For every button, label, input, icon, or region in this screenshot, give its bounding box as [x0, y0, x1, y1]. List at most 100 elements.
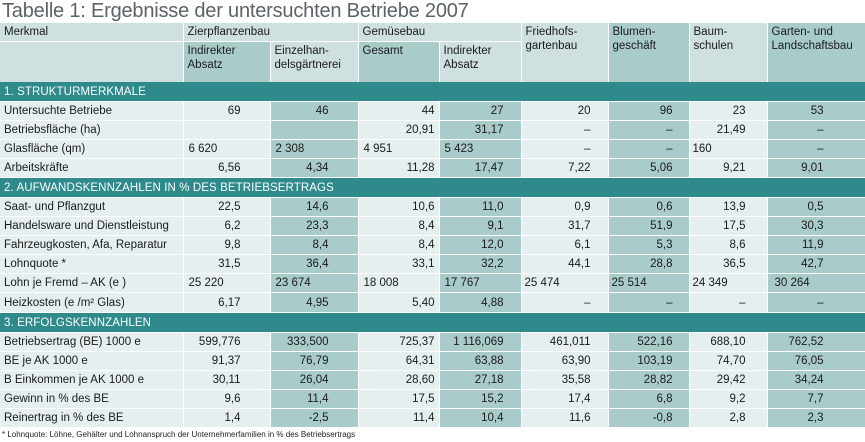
table-cell: 26,04	[270, 370, 359, 390]
footnote: * Lohnquote: Löhne, Gehälter und Lohnans…	[2, 430, 356, 439]
table-row: Lohnquote * 31,5 36,4 33,1 32,2 44,1 28,8 36,5 4…	[0, 254, 865, 274]
section-title: 1. STRUKTURMERKMALE	[0, 82, 865, 102]
table-cell: 7,22	[521, 158, 609, 178]
row-label: Gewinn in % des BE	[0, 389, 184, 409]
table-cell: 1,4	[183, 408, 271, 428]
table-cell: 0,6	[608, 197, 690, 217]
table-cell: 4,34	[270, 158, 359, 178]
row-label: Fahrzeugkosten, Afa, Reparatur	[0, 235, 184, 255]
row-label: Lohnquote *	[0, 254, 184, 274]
table-cell: 6,8	[608, 389, 690, 409]
row-label: Arbeitskräfte	[0, 158, 184, 178]
table-cell: –	[521, 139, 609, 159]
table-cell: 17,4	[521, 389, 609, 409]
row-label: Untersuchte Betriebe	[0, 101, 184, 121]
table-cell: 9,6	[183, 389, 271, 409]
table-cell: 20	[521, 101, 609, 121]
table-cell: 6,2	[183, 216, 271, 236]
table-cell: 762,52	[767, 332, 865, 352]
table-cell: 6 620	[183, 139, 271, 159]
table-cell: –	[608, 292, 690, 313]
table-cell: 8,4	[358, 216, 440, 236]
row-label: Betriebsfläche (ha)	[0, 120, 184, 140]
table-row: Betriebsfläche (ha) 20,91 31,17– –21,49–	[0, 120, 865, 140]
table-cell: 36,4	[270, 254, 359, 274]
table-cell: –	[767, 292, 865, 313]
table-cell: 17,5	[689, 216, 768, 236]
table-cell: 11,9	[767, 235, 865, 255]
table-cell: 18 008	[358, 273, 440, 293]
row-label: Reinertrag in % des BE	[0, 408, 184, 428]
table-cell: 17,5	[358, 389, 440, 409]
table-cell: 64,31	[358, 351, 440, 371]
row-label: BE je AK 1000 e	[0, 351, 184, 371]
table-cell: 5,40	[358, 292, 440, 313]
table-cell: 46	[270, 101, 359, 121]
table-cell: 2,8	[689, 408, 768, 428]
table-cell: 9,21	[689, 158, 768, 178]
row-label: Lohn je Fremd – AK (e )	[0, 273, 184, 293]
header-gartenlandschaftsbau-line2: Landschaftsbau	[771, 40, 853, 52]
header-merkmal: Merkmal	[0, 23, 184, 42]
table-row: Arbeitskräfte 6,56 4,34 11,28 17,47 7,22 5,06 9…	[0, 158, 865, 178]
table-cell: 12,0	[439, 235, 522, 255]
table-cell: 27,18	[439, 370, 522, 390]
table-cell: 91,37	[183, 351, 271, 371]
table-cell: 160	[689, 139, 768, 159]
table-cell: 6,1	[521, 235, 609, 255]
table-cell: 103,19	[608, 351, 690, 371]
table-cell: 24 349	[689, 273, 768, 293]
table-cell: 725,37	[358, 332, 440, 352]
row-label: B Einkommen je AK 1000 e	[0, 370, 184, 390]
table-cell: 20,91	[358, 120, 440, 140]
header-indirekter-absatz-zier: Indirekter Absatz	[183, 41, 271, 82]
table-cell: 11,4	[358, 408, 440, 428]
header-einzel-line1: Einzelhan-	[274, 45, 329, 57]
table-cell: 63,90	[521, 351, 609, 371]
table-cell: 461,011	[521, 332, 609, 352]
table-cell: 69	[183, 101, 271, 121]
header-gartenlandschaftsbau-line1: Garten- und	[771, 26, 833, 38]
table-cell: –	[689, 292, 768, 313]
table-cell: 7,7	[767, 389, 865, 409]
table-cell: 15,2	[439, 389, 522, 409]
table-cell: 34,24	[767, 370, 865, 390]
table-cell: 31,17	[439, 120, 522, 140]
table-cell: 9,1	[439, 216, 522, 236]
table-cell: 688,10	[689, 332, 768, 352]
table-cell: 44,1	[521, 254, 609, 274]
section-header-row: 3. ERFOLGSKENNZAHLEN	[0, 312, 865, 333]
table-cell: 0,5	[767, 197, 865, 217]
table-cell: 5,06	[608, 158, 690, 178]
header-row-2: Indirekter Absatz Einzelhan-delsgärtnerei…	[0, 41, 865, 82]
header-blumengeschaeft-line1: Blumen-	[612, 26, 656, 38]
table-cell: –	[608, 139, 690, 159]
header-indirekt-zier-line1: Indirekter	[187, 45, 236, 57]
table-cell: 30,11	[183, 370, 271, 390]
table-cell: 11,4	[270, 389, 359, 409]
table-cell: 32,2	[439, 254, 522, 274]
table-cell: 11,6	[521, 408, 609, 428]
header-merkmal-empty	[0, 41, 184, 82]
table-row: Lohn je Fremd – AK (e ) 25 220 23 674 18 00…	[0, 273, 865, 293]
table-row: Untersuchte Betriebe 69 46 44 27 20 96 23 53	[0, 101, 865, 121]
table-cell: 1 116,069	[439, 332, 522, 352]
table-cell: 21,49	[689, 120, 768, 140]
table-cell: –	[521, 120, 609, 140]
table-cell: 14,6	[270, 197, 359, 217]
header-friedhofsgartenbau: Friedhofs-gartenbau	[521, 23, 609, 82]
table-cell: 17 767	[439, 273, 522, 293]
header-baumschulen-line2: schulen	[693, 40, 734, 52]
header-baumschulen-line1: Baum-	[693, 26, 728, 38]
table-cell: 2 308	[270, 139, 359, 159]
table-cell: 9,01	[767, 158, 865, 178]
table-cell	[270, 120, 359, 140]
table-cell: 4,88	[439, 292, 522, 313]
table-cell: 29,42	[689, 370, 768, 390]
header-indirekt-gem-line2: Absatz	[443, 59, 479, 71]
table-cell: 6,17	[183, 292, 271, 313]
table-cell: 9,2	[689, 389, 768, 409]
table-cell: 31,5	[183, 254, 271, 274]
table-cell: -0,8	[608, 408, 690, 428]
table-title: Tabelle 1: Ergebnisse der untersuchten B…	[2, 0, 469, 22]
